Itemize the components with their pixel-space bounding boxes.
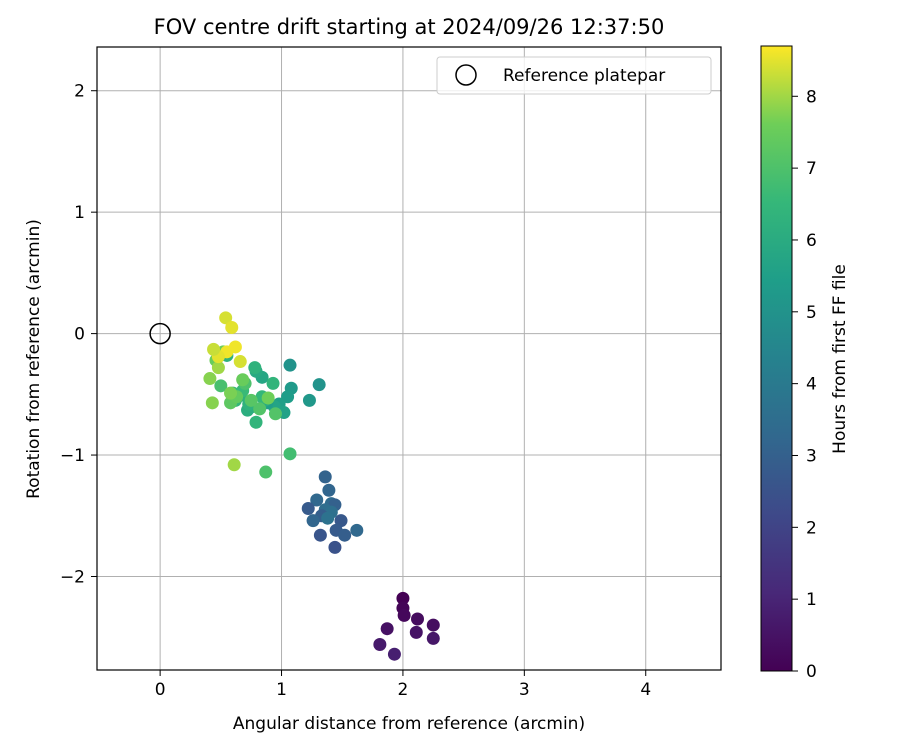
x-tick-label: 3 — [519, 680, 530, 700]
colorbar-tick-label: 2 — [806, 518, 817, 538]
data-point — [397, 608, 411, 622]
reference-marker-layer — [149, 322, 171, 345]
x-tick-label: 1 — [276, 680, 287, 700]
x-axis-label: Angular distance from reference (arcmin) — [233, 714, 585, 734]
plot-frame — [96, 46, 722, 671]
data-point — [207, 342, 221, 356]
data-point — [321, 511, 335, 525]
data-point — [328, 540, 342, 554]
data-point — [301, 501, 315, 515]
plot-area — [97, 47, 721, 670]
legend: Reference platepar — [436, 56, 712, 95]
y-tick-label: −1 — [60, 446, 85, 466]
data-point — [248, 361, 262, 375]
data-point — [281, 390, 295, 404]
colorbar: 0 1 2 3 4 5 6 7 8 Hours from first FF file — [760, 45, 850, 682]
chart-title: FOV centre drift starting at 2024/09/26 … — [154, 15, 665, 39]
data-point — [334, 514, 348, 528]
data-point — [387, 647, 401, 661]
colorbar-gradient — [760, 45, 793, 672]
reference-platepar-marker — [149, 322, 171, 345]
data-point — [409, 625, 423, 639]
data-point — [380, 622, 394, 636]
data-point — [350, 523, 364, 537]
data-point — [426, 618, 440, 632]
legend-marker — [455, 64, 477, 86]
colorbar-tick-label: 6 — [806, 231, 817, 251]
data-points — [203, 311, 440, 661]
data-point — [203, 372, 217, 386]
colorbar-label: Hours from first FF file — [830, 264, 850, 454]
data-point — [261, 391, 275, 405]
x-tick-label: 2 — [398, 680, 409, 700]
data-point — [249, 415, 263, 429]
y-tick-label: 0 — [74, 325, 85, 345]
data-point — [233, 355, 247, 369]
y-tick-label: 1 — [74, 203, 85, 223]
data-point — [310, 493, 324, 507]
data-point — [312, 378, 326, 392]
colorbar-ticks: 0 1 2 3 4 5 6 7 8 — [792, 87, 817, 682]
data-point — [219, 311, 233, 325]
data-point — [227, 458, 241, 472]
data-point — [313, 528, 327, 542]
colorbar-tick-label: 0 — [806, 662, 817, 682]
data-point — [211, 361, 225, 375]
data-point — [283, 447, 297, 461]
colorbar-tick-label: 4 — [806, 375, 817, 395]
data-point — [322, 483, 336, 497]
legend-box — [436, 56, 712, 95]
data-point — [259, 465, 273, 479]
data-point — [318, 470, 332, 484]
colorbar-tick-label: 1 — [806, 590, 817, 610]
y-tick-label: −2 — [60, 567, 85, 587]
data-point — [253, 402, 267, 416]
data-point — [426, 631, 440, 645]
x-tick-label: 4 — [640, 680, 651, 700]
colorbar-tick-label: 5 — [806, 303, 817, 323]
colorbar-tick-label: 3 — [806, 446, 817, 466]
data-point — [396, 591, 410, 605]
colorbar-tick-label: 8 — [806, 87, 817, 107]
data-point — [283, 358, 297, 372]
data-point — [306, 514, 320, 528]
data-point — [244, 393, 258, 407]
colorbar-tick-label: 7 — [806, 159, 817, 179]
data-point — [410, 612, 424, 626]
data-point — [225, 321, 239, 335]
y-tick-label: 2 — [74, 82, 85, 102]
data-point — [236, 373, 250, 387]
data-point — [266, 376, 280, 390]
x-tick-label: 0 — [155, 680, 166, 700]
data-point — [302, 393, 316, 407]
legend-label: Reference platepar — [503, 66, 665, 86]
data-point — [268, 407, 282, 421]
data-point — [373, 637, 387, 651]
axis-ticks: 0 1 2 3 4 −2 −1 0 1 2 — [60, 82, 651, 700]
data-point — [338, 528, 352, 542]
y-axis-label: Rotation from reference (arcmin) — [24, 219, 44, 499]
data-point — [224, 386, 238, 400]
data-point — [214, 379, 228, 393]
data-point — [205, 396, 219, 410]
